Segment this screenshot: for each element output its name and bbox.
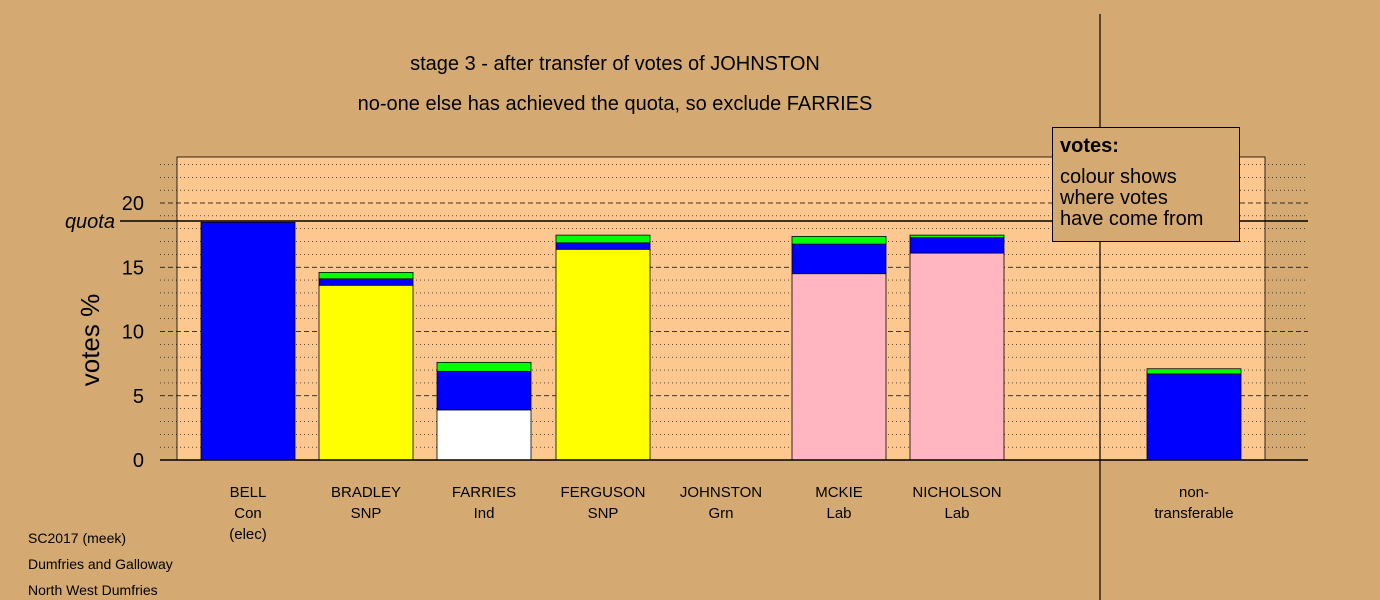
y-tick-label: 5 (133, 386, 144, 408)
x-tick-label: JOHNSTON (680, 484, 762, 501)
quota-label: quota (65, 211, 115, 233)
y-axis-label: votes % (75, 294, 105, 387)
bar-segment-nicholson-2 (909, 234, 1005, 239)
x-tick-label: Ind (474, 505, 495, 522)
bar-segment-ferguson-2 (555, 234, 651, 244)
x-tick-label: SNP (588, 505, 619, 522)
x-tick-label: Lab (944, 505, 969, 522)
x-tick-label: FARRIES (452, 484, 516, 501)
chart-subtitle: no-one else has achieved the quota, so e… (357, 93, 873, 115)
bar-segment-ferguson-1 (555, 242, 651, 250)
x-tick-label: SNP (351, 505, 382, 522)
bar-segment-mckie-1 (791, 243, 887, 275)
footer-line-1: SC2017 (meek) (28, 530, 127, 546)
x-tick-label: Grn (708, 505, 733, 522)
bars (200, 221, 1242, 461)
bar-segment-bradley-1 (318, 278, 414, 286)
x-tick-label: Lab (826, 505, 851, 522)
bar-segment-nicholson-1 (909, 237, 1005, 254)
bar-segment-bell-0 (200, 221, 296, 461)
y-tick-label: 15 (122, 257, 144, 279)
bar-segment-farries-0 (436, 409, 532, 461)
bar-segment-nicholson-0 (909, 252, 1005, 461)
bar-segment-bradley-2 (318, 271, 414, 280)
x-tick-label: MCKIE (815, 484, 863, 501)
x-tick-label: (elec) (229, 526, 267, 543)
y-tick-label: 10 (122, 322, 144, 344)
x-tick-label: non- (1179, 484, 1209, 501)
footer-line-2: Dumfries and Galloway (28, 556, 173, 572)
legend-title: votes: (1060, 135, 1119, 157)
bar-segment-mckie-0 (791, 273, 887, 461)
y-tick-label: 20 (122, 193, 144, 215)
bar-segment-farries-2 (436, 361, 532, 372)
x-tick-label: BRADLEY (331, 484, 401, 501)
bar-segment-farries-1 (436, 370, 532, 411)
bar-segment-non-1 (1146, 368, 1242, 375)
x-tick-label: NICHOLSON (912, 484, 1001, 501)
x-tick-label: FERGUSON (560, 484, 645, 501)
chart-title: stage 3 - after transfer of votes of JOH… (410, 53, 820, 75)
x-tick-label: Con (234, 505, 262, 522)
legend-text: colour shows where votes have come from (1060, 166, 1204, 230)
x-tick-label: BELL (230, 484, 267, 501)
y-tick-label: 0 (133, 450, 144, 472)
x-tick-label: transferable (1154, 505, 1233, 522)
bar-segment-non-0 (1146, 373, 1242, 461)
legend-box: votes: colour shows where votes have com… (1052, 127, 1240, 242)
labels: 0 5 10 15 20 quota votes % BELL Con (elec) BRADLEY… (65, 193, 1234, 543)
footer-line-3: North West Dumfries (28, 582, 158, 598)
bar-segment-ferguson-0 (555, 248, 651, 461)
bar-segment-bradley-0 (318, 284, 414, 461)
bar-segment-mckie-2 (791, 236, 887, 245)
